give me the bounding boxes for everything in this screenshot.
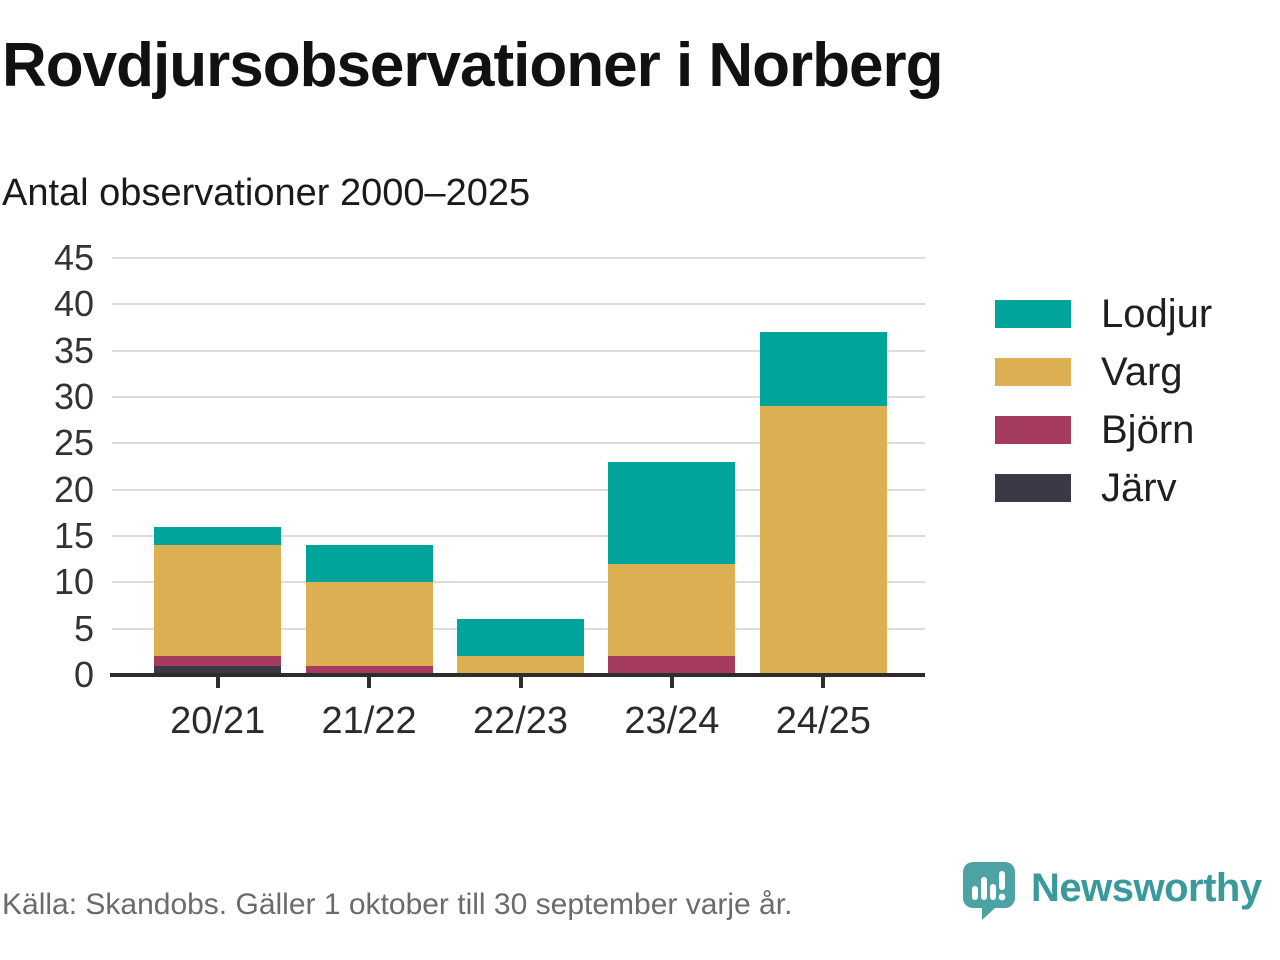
gridline-30 bbox=[112, 396, 925, 398]
chart-subtitle: Antal observationer 2000–2025 bbox=[2, 172, 531, 214]
bar-segment-varg-21/22 bbox=[305, 582, 433, 666]
legend-label-björn: Björn bbox=[1101, 408, 1195, 452]
y-axis-tick-label: 30 bbox=[53, 376, 94, 417]
legend-swatch-björn bbox=[995, 416, 1071, 444]
y-axis-tick-label: 40 bbox=[53, 283, 94, 325]
bar-20/21 bbox=[154, 258, 282, 675]
y-axis-tick-label: 35 bbox=[53, 329, 94, 371]
bar-segment-lodjur-20/21 bbox=[154, 526, 282, 546]
bar-segment-varg-22/23 bbox=[457, 656, 584, 675]
y-axis-tick-label: 15 bbox=[53, 515, 94, 556]
y-axis-tick-label: 20 bbox=[53, 468, 94, 510]
legend-label-järv: Järv bbox=[1101, 466, 1177, 510]
bar-segment-björn-20/21 bbox=[154, 656, 282, 666]
y-axis-tick-label: 5 bbox=[73, 607, 94, 649]
bar-segment-lodjur-24/25 bbox=[759, 332, 887, 407]
legend-item-varg: Varg bbox=[995, 352, 1212, 392]
bar-segment-lodjur-21/22 bbox=[305, 545, 433, 583]
gridline-35 bbox=[112, 349, 925, 352]
bar-segment-björn-21/22 bbox=[305, 665, 433, 675]
x-axis-tick bbox=[821, 677, 826, 688]
source-note: Källa: Skandobs. Gäller 1 oktober till 3… bbox=[2, 888, 793, 921]
x-axis-line bbox=[110, 673, 925, 677]
gridline-45 bbox=[112, 257, 925, 259]
newsworthy-brand: Newsworthy bbox=[963, 862, 1262, 920]
x-axis-tick-label: 20/21 bbox=[170, 700, 266, 742]
bar-23/24 bbox=[608, 258, 736, 675]
bar-22/23 bbox=[457, 258, 584, 675]
bar-21/22 bbox=[305, 258, 433, 675]
gridline-15 bbox=[112, 535, 925, 537]
x-axis-tick bbox=[518, 677, 523, 688]
legend-item-järv: Järv bbox=[995, 468, 1212, 508]
x-axis-tick bbox=[215, 677, 220, 688]
legend-item-björn: Björn bbox=[995, 410, 1212, 450]
legend: Lodjur Varg Björn Järv bbox=[995, 294, 1212, 532]
legend-item-lodjur: Lodjur bbox=[995, 294, 1212, 334]
legend-swatch-järv bbox=[995, 474, 1071, 502]
gridline-40 bbox=[112, 303, 925, 306]
y-axis-tick-label: 10 bbox=[53, 561, 94, 603]
legend-label-lodjur: Lodjur bbox=[1101, 292, 1213, 336]
speech-bubble-bar-chart-icon bbox=[963, 862, 1015, 920]
bar-24/25 bbox=[759, 258, 887, 675]
bar-segment-lodjur-22/23 bbox=[457, 619, 584, 657]
bar-segment-björn-23/24 bbox=[608, 656, 736, 675]
x-axis-tick-label: 24/25 bbox=[775, 700, 871, 742]
gridline-10 bbox=[112, 581, 925, 584]
bar-segment-lodjur-23/24 bbox=[608, 461, 736, 564]
newsworthy-wordmark: Newsworthy bbox=[1031, 866, 1262, 910]
bar-segment-varg-24/25 bbox=[759, 406, 887, 675]
x-axis-tick-label: 22/23 bbox=[472, 700, 569, 742]
x-axis-tick-label: 21/22 bbox=[321, 700, 417, 742]
bar-segment-varg-23/24 bbox=[608, 563, 736, 657]
y-axis-tick-label: 0 bbox=[73, 654, 94, 695]
chart-title: Rovdjursobservationer i Norberg bbox=[2, 31, 944, 100]
legend-swatch-varg bbox=[995, 358, 1071, 386]
legend-label-varg: Varg bbox=[1101, 350, 1183, 394]
bar-segment-varg-20/21 bbox=[154, 545, 282, 657]
x-axis-tick bbox=[367, 677, 372, 688]
y-axis-tick-label: 25 bbox=[53, 422, 94, 464]
gridline-20 bbox=[112, 488, 925, 491]
x-axis-tick-label: 23/24 bbox=[624, 700, 720, 742]
gridline-25 bbox=[112, 442, 925, 445]
bar-segment-järv-20/21 bbox=[154, 665, 282, 675]
y-axis-tick-label: 45 bbox=[53, 237, 94, 278]
legend-swatch-lodjur bbox=[995, 300, 1071, 328]
x-axis-tick bbox=[669, 677, 674, 688]
